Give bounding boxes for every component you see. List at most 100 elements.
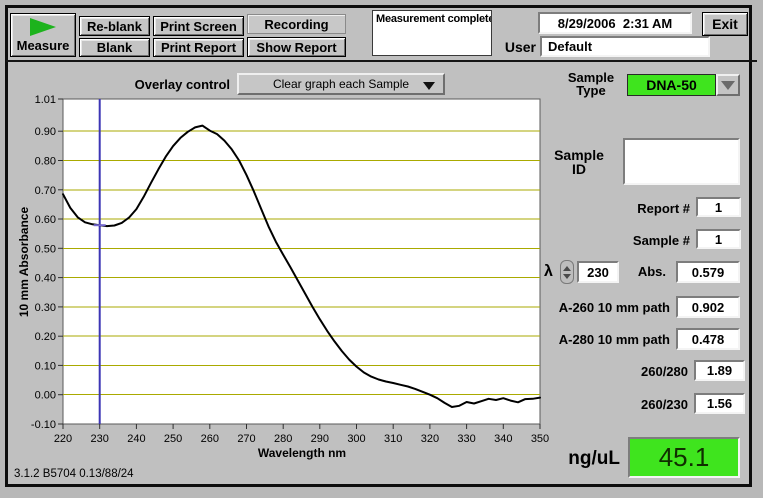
spectrum-chart[interactable]: 1.01 0.90 0.80 0.70 0.60 0.50 0.40 0.30 0.20 0.10… [20, 94, 552, 455]
concentration-value: 45.1 [658, 442, 710, 472]
svg-text:320: 320 [421, 433, 439, 445]
ratio-260-230-value: 1.56 [706, 396, 733, 411]
measure-play-icon [30, 17, 56, 36]
concentration-display: 45.1 [628, 437, 740, 478]
sample-type-dropdown[interactable]: DNA-50 [627, 74, 716, 96]
svg-text:340: 340 [494, 433, 512, 445]
toolbar-separator [6, 60, 757, 62]
sample-id-label-line1: Sample [554, 147, 604, 163]
version-text: 3.1.2 B5704 0.13/88/24 [14, 468, 134, 480]
lambda-label: λ [544, 263, 553, 280]
ratio-260-280-display: 1.89 [694, 360, 745, 381]
dropdown-arrow-icon [721, 80, 735, 90]
spinner-down-icon [563, 273, 571, 279]
svg-text:310: 310 [384, 433, 402, 445]
svg-text:280: 280 [274, 433, 292, 445]
report-number-field[interactable]: 1 [696, 197, 741, 217]
svg-text:350: 350 [531, 433, 549, 445]
abs-value-display: 0.579 [676, 261, 740, 283]
sample-number-label: Sample # [632, 233, 690, 248]
datetime-value: 8/29/2006 2:31 AM [557, 15, 673, 31]
svg-text:0.80: 0.80 [35, 156, 56, 168]
a260-value: 0.902 [691, 299, 725, 315]
sample-id-input[interactable] [623, 138, 740, 185]
sample-number-field[interactable]: 1 [696, 229, 741, 249]
a260-label: A-260 10 mm path [558, 300, 670, 315]
svg-text:250: 250 [164, 433, 182, 445]
chart-svg: 1.01 0.90 0.80 0.70 0.60 0.50 0.40 0.30 0.20 0.10… [31, 94, 549, 445]
reblank-button-label: Re-blank [87, 18, 142, 34]
svg-text:270: 270 [237, 433, 255, 445]
exit-button-label: Exit [712, 16, 738, 32]
show-report-button-label: Show Report [256, 39, 337, 55]
svg-text:1.01: 1.01 [35, 95, 56, 106]
abs-label: Abs. [637, 264, 666, 279]
print-report-button[interactable]: Print Report [153, 38, 244, 57]
svg-text:230: 230 [91, 433, 109, 445]
recording-indicator[interactable]: Recording [247, 14, 346, 34]
svg-text:240: 240 [127, 433, 145, 445]
print-screen-button[interactable]: Print Screen [153, 16, 244, 36]
svg-text:330: 330 [457, 433, 475, 445]
sample-id-label: Sample ID [548, 148, 610, 176]
svg-text:220: 220 [54, 433, 72, 445]
chevron-down-icon [423, 82, 435, 90]
recording-indicator-label: Recording [264, 16, 329, 32]
show-report-button[interactable]: Show Report [247, 37, 346, 57]
sample-type-dropdown-arrow-button[interactable] [716, 74, 740, 96]
status-message: Measurement complete [376, 13, 492, 25]
concentration-unit-label: ng/uL [568, 448, 620, 469]
ratio-260-280-label: 260/280 [641, 364, 688, 379]
lambda-spinner[interactable] [560, 260, 574, 284]
datetime-display: 8/29/2006 2:31 AM [538, 12, 692, 34]
sample-type-label-line2: Type [576, 83, 606, 98]
a260-value-display: 0.902 [676, 296, 740, 318]
svg-text:0.90: 0.90 [35, 126, 56, 138]
svg-text:0.30: 0.30 [35, 302, 56, 314]
svg-text:0.10: 0.10 [35, 360, 56, 372]
lambda-wavelength-field[interactable]: 230 [577, 261, 619, 283]
a280-value-display: 0.478 [676, 328, 740, 350]
print-report-button-label: Print Report [160, 40, 237, 55]
svg-text:260: 260 [201, 433, 219, 445]
svg-text:0.20: 0.20 [35, 331, 56, 343]
report-number-value: 1 [714, 199, 723, 215]
sample-type-label: Sample Type [560, 71, 622, 97]
exit-button[interactable]: Exit [702, 12, 748, 36]
sample-type-value: DNA-50 [646, 77, 697, 93]
user-input[interactable]: Default [540, 36, 710, 57]
y-axis-title: 10 mm Absorbance [17, 206, 31, 318]
ratio-260-230-display: 1.56 [694, 393, 745, 414]
ratio-260-230-label: 260/230 [641, 397, 688, 412]
svg-text:0.00: 0.00 [35, 390, 56, 402]
svg-text:0.60: 0.60 [35, 214, 56, 226]
print-screen-button-label: Print Screen [160, 18, 237, 34]
user-label: User [504, 39, 536, 55]
blank-button[interactable]: Blank [79, 38, 150, 57]
svg-text:0.70: 0.70 [35, 185, 56, 197]
a280-label: A-280 10 mm path [558, 332, 670, 347]
svg-text:0.50: 0.50 [35, 243, 56, 255]
spinner-up-icon [563, 265, 571, 271]
svg-text:300: 300 [347, 433, 365, 445]
sample-type-label-line1: Sample [567, 70, 615, 85]
measure-button[interactable]: Measure [10, 13, 76, 57]
svg-text:-0.10: -0.10 [31, 419, 56, 431]
report-number-label: Report # [637, 201, 690, 216]
overlay-control-value: Clear graph each Sample [272, 77, 410, 91]
lambda-wavelength-value: 230 [587, 264, 609, 280]
overlay-control-dropdown[interactable]: Clear graph each Sample [237, 73, 445, 95]
reblank-button[interactable]: Re-blank [79, 16, 150, 36]
sample-number-value: 1 [714, 231, 723, 247]
blank-button-label: Blank [96, 40, 133, 55]
svg-text:0.40: 0.40 [35, 273, 56, 285]
sample-id-label-line2: ID [572, 161, 586, 177]
abs-value: 0.579 [691, 264, 725, 280]
ratio-260-280-value: 1.89 [706, 363, 733, 378]
a280-value: 0.478 [691, 331, 725, 347]
overlay-control-label: Overlay control [134, 77, 230, 92]
svg-text:290: 290 [311, 433, 329, 445]
user-value: Default [548, 39, 593, 54]
measure-button-label: Measure [16, 37, 70, 53]
